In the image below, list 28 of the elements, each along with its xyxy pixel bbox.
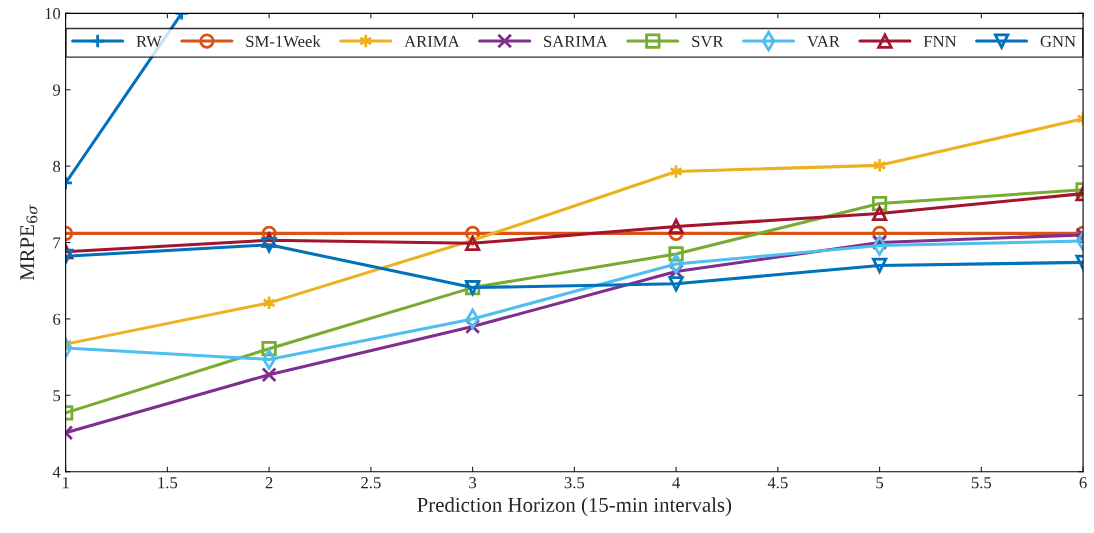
x-tick-label: 6: [1079, 477, 1087, 489]
x-tick-label: 4: [672, 477, 680, 489]
legend-label: SM-1Week: [246, 35, 321, 48]
x-tick-label: 3.5: [564, 477, 585, 489]
legend-label: ARIMA: [404, 35, 460, 47]
y-tick-label: 4: [52, 466, 61, 478]
legend-label: FNN: [923, 35, 957, 47]
x-tick-label: 3: [469, 477, 477, 489]
y-tick-label: 9: [52, 84, 61, 96]
y-axis-title: MRPE$_{6σ}$: [20, 204, 38, 281]
y-tick-label: 10: [45, 8, 61, 20]
y-tick-label: 8: [53, 160, 61, 173]
x-tick-label: 2: [265, 477, 273, 489]
x-tick-label: 1.5: [158, 477, 178, 489]
legend-label: VAR: [807, 35, 840, 48]
y-tick-label: 7: [53, 237, 61, 249]
x-tick-label: 4.5: [767, 477, 788, 489]
y-tick-label: 5: [53, 390, 61, 402]
x-axis-title: Prediction Horizon (15-min intervals): [417, 497, 732, 517]
x-tick-label: 2.5: [361, 477, 381, 489]
x-tick-label: 1: [62, 477, 69, 489]
x-tick-label: 5.5: [971, 477, 992, 489]
legend-label: RW: [136, 35, 162, 48]
legend-label: GNN: [1040, 35, 1076, 48]
legend-label: SARIMA: [544, 35, 608, 48]
legend-label: SVR: [692, 35, 724, 48]
x-tick-label: 5: [876, 477, 884, 489]
y-tick-label: 6: [53, 313, 61, 325]
